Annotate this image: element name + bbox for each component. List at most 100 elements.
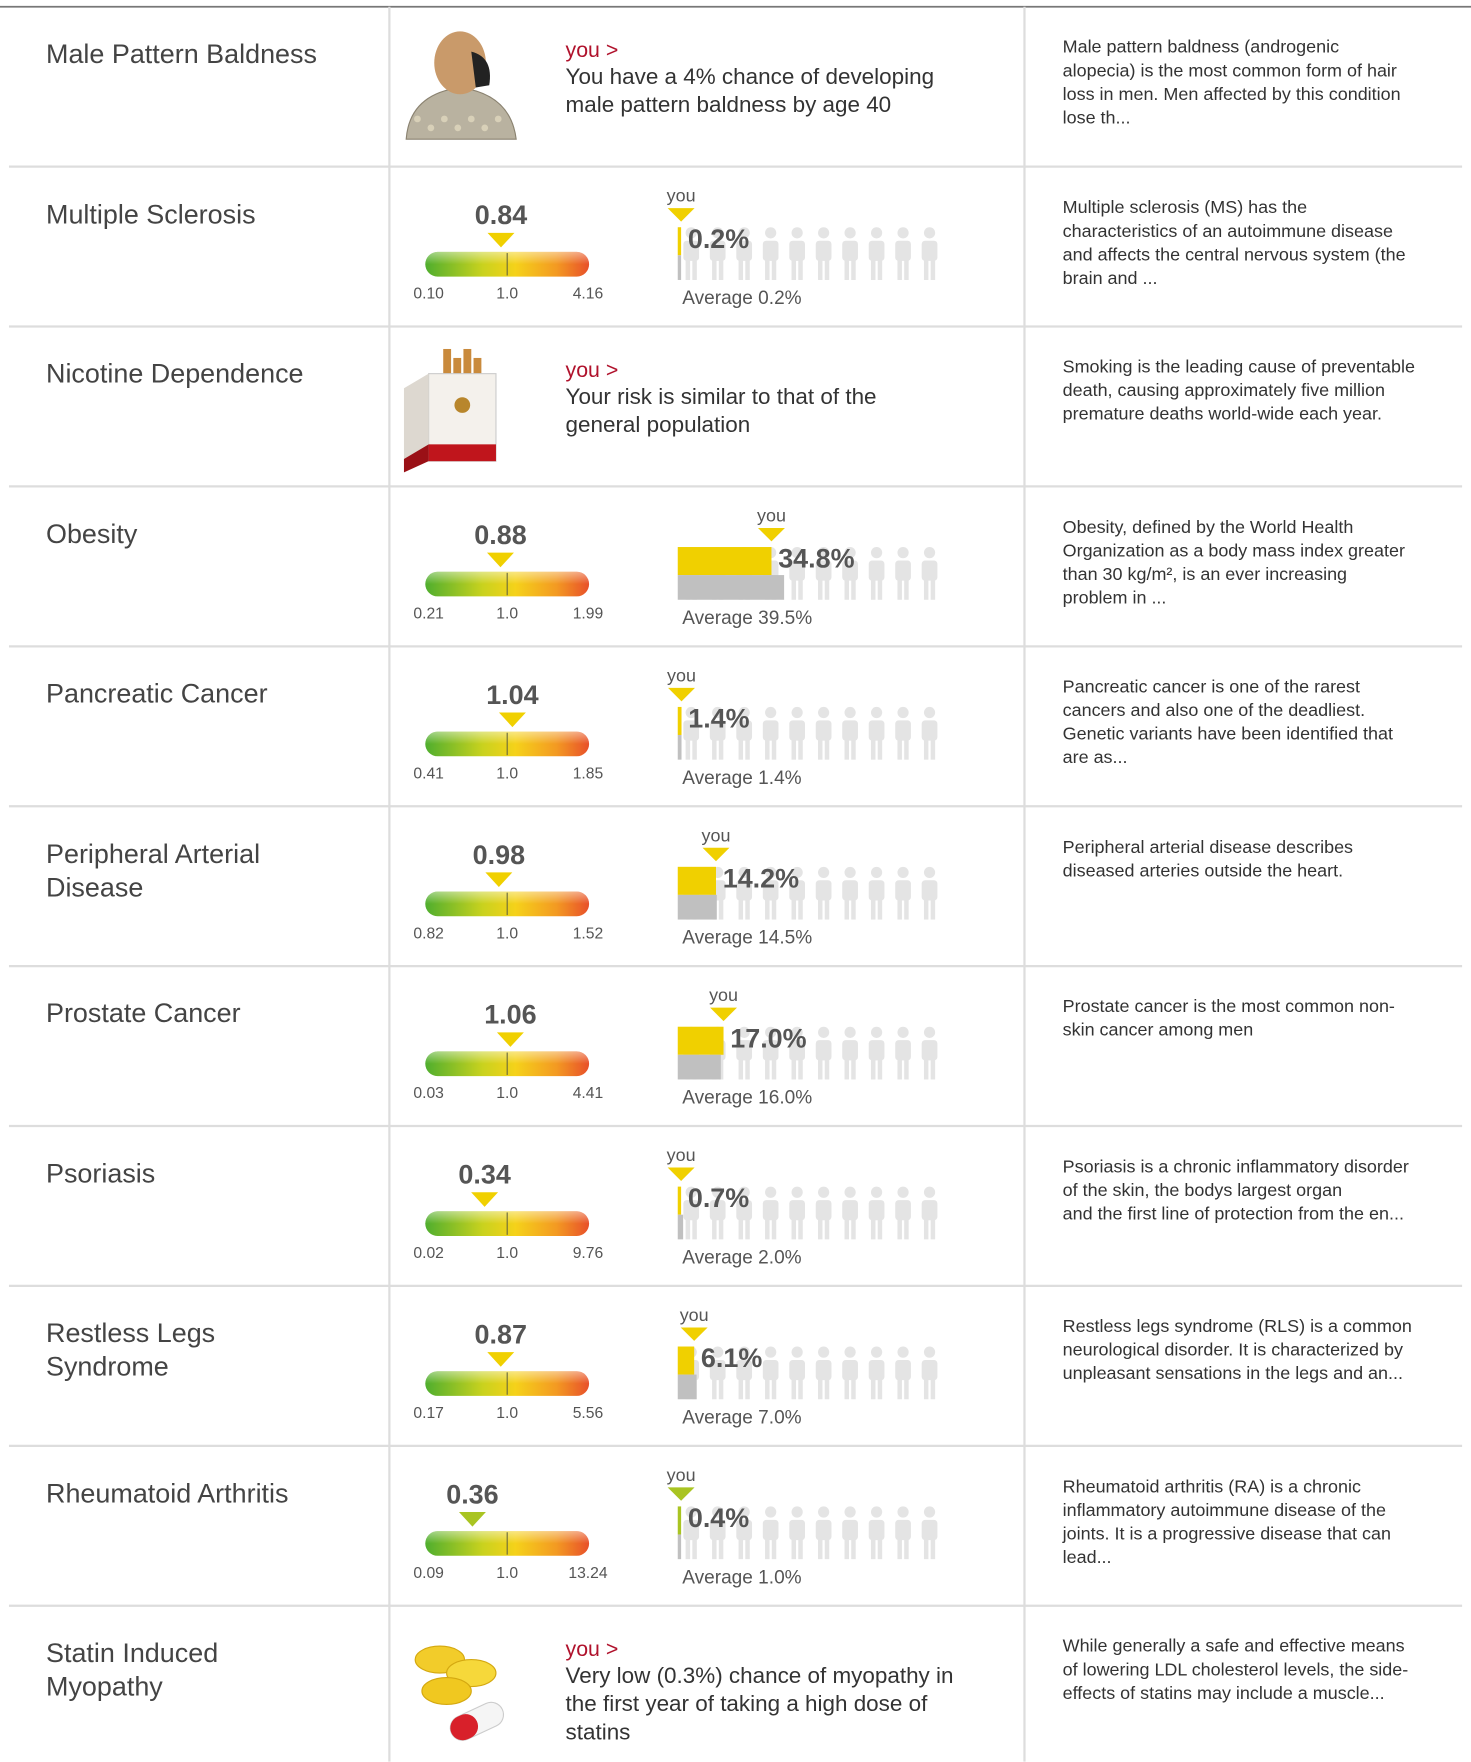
- average-bar: [678, 1375, 697, 1400]
- you-bar: [678, 867, 716, 895]
- person-icon: [816, 1360, 832, 1380]
- person-icon: [851, 260, 855, 280]
- description: Psoriasis is a chronic inflammatory diso…: [1063, 1155, 1409, 1179]
- gauge-tick-label: 4.41: [573, 1085, 604, 1102]
- person-icon: [924, 899, 928, 919]
- you-pointer: [668, 208, 695, 221]
- you-label: you: [667, 1145, 696, 1165]
- gauge-tick-label: 0.82: [413, 925, 444, 942]
- person-icon: [798, 260, 802, 280]
- person-icon: [765, 899, 769, 919]
- you-link[interactable]: you >: [566, 1637, 619, 1664]
- person-icon: [712, 1379, 716, 1399]
- person-icon: [895, 880, 911, 900]
- description: problem in ...: [1063, 586, 1167, 610]
- person-icon: [816, 241, 832, 261]
- description: unpleasant sensations in the legs and an…: [1063, 1362, 1403, 1386]
- gauge-pointer: [471, 1192, 498, 1207]
- row-title: Psoriasis: [46, 1157, 155, 1191]
- row-title: Syndrome: [46, 1351, 169, 1385]
- description: and the first line of protection from th…: [1063, 1202, 1404, 1226]
- person-icon: [745, 1539, 749, 1559]
- person-icon: [871, 899, 875, 919]
- you-pointer: [703, 848, 730, 861]
- person-icon: [924, 739, 928, 759]
- you-link[interactable]: you >: [566, 358, 619, 385]
- person-icon: [897, 1506, 908, 1517]
- you-label: you: [667, 665, 696, 685]
- description: death, causing approximately five millio…: [1063, 379, 1385, 403]
- person-icon: [739, 1379, 743, 1399]
- gauge-tick-label: 1.99: [573, 605, 604, 622]
- result-text: Very low (0.3%) chance of myopathy in: [566, 1663, 954, 1691]
- person-icon: [816, 880, 832, 900]
- person-icon: [792, 1187, 803, 1198]
- person-icon: [895, 1520, 911, 1540]
- person-icon: [692, 260, 696, 280]
- person-icon: [792, 739, 796, 759]
- person-icon: [922, 880, 938, 900]
- you-label: you: [680, 1305, 709, 1325]
- gauge-pointer: [499, 713, 526, 728]
- person-icon: [869, 720, 885, 740]
- result-text: general population: [566, 412, 751, 440]
- gauge-tick-label: 1.0: [496, 1085, 518, 1102]
- gauge-tick-label: 0.10: [413, 286, 444, 303]
- description: Multiple sclerosis (MS) has the: [1063, 196, 1307, 220]
- person-icon: [792, 707, 803, 718]
- description: neurological disorder. It is characteriz…: [1063, 1339, 1403, 1363]
- person-icon: [871, 1219, 875, 1239]
- person-icon: [765, 1379, 769, 1399]
- gauge-pointer: [487, 553, 514, 568]
- gauge-pointer: [487, 1352, 514, 1367]
- person-icon: [844, 227, 855, 238]
- person-icon: [719, 739, 723, 759]
- average-bar: [678, 1215, 683, 1240]
- person-icon: [924, 260, 928, 280]
- person-icon: [931, 1219, 935, 1239]
- gauge-pointer: [488, 233, 515, 248]
- person-icon: [798, 1379, 802, 1399]
- you-pointer: [668, 1487, 695, 1500]
- person-icon: [869, 1360, 885, 1380]
- person-icon: [895, 1200, 911, 1220]
- person-icon: [897, 1539, 901, 1559]
- you-bar: [678, 1347, 694, 1375]
- person-icon: [789, 1200, 805, 1220]
- you-link[interactable]: you >: [566, 38, 619, 65]
- gauge-tick-label: 4.16: [573, 286, 604, 303]
- person-icon: [765, 227, 776, 238]
- you-value: 34.8%: [778, 544, 854, 574]
- person-icon: [818, 739, 822, 759]
- person-icon: [818, 1219, 822, 1239]
- person-icon: [765, 1539, 769, 1559]
- person-icon: [931, 260, 935, 280]
- person-icon: [763, 1360, 779, 1380]
- average-label: Average 39.5%: [682, 608, 812, 629]
- you-pointer: [710, 1008, 737, 1021]
- gauge-tick-label: 1.0: [496, 1245, 518, 1262]
- icon-part: [481, 125, 488, 132]
- description: Male pattern baldness (androgenic: [1063, 36, 1339, 60]
- person-icon: [871, 867, 882, 878]
- you-bar: [678, 1027, 724, 1055]
- person-icon: [842, 1520, 858, 1540]
- person-icon: [816, 720, 832, 740]
- description: Obesity, defined by the World Health: [1063, 516, 1354, 540]
- person-icon: [692, 739, 696, 759]
- person-icon: [897, 1059, 901, 1079]
- person-icon: [924, 867, 935, 878]
- row-title: Restless Legs: [46, 1317, 215, 1351]
- person-icon: [871, 1506, 882, 1517]
- person-icon: [871, 547, 882, 558]
- person-icon: [904, 260, 908, 280]
- average-bar: [678, 255, 681, 280]
- person-icon: [686, 1219, 690, 1239]
- you-pointer: [758, 528, 785, 541]
- you-bar: [678, 707, 682, 735]
- person-icon: [922, 560, 938, 580]
- person-icon: [825, 739, 829, 759]
- person-icon: [719, 260, 723, 280]
- you-bar: [678, 547, 772, 575]
- person-icon: [825, 1379, 829, 1399]
